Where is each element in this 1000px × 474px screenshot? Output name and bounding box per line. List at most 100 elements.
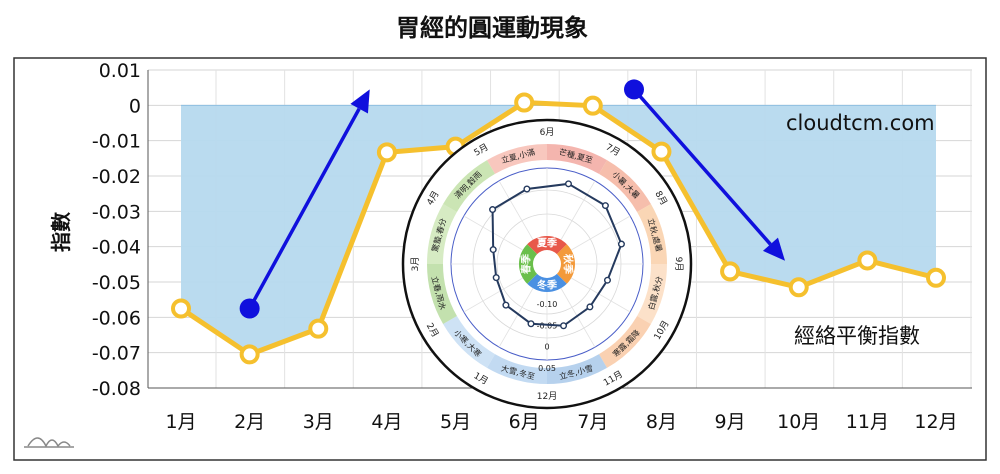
- polar-data-point: [560, 322, 568, 330]
- x-tick-label: 10月: [777, 411, 820, 433]
- solar-term-segment: [487, 144, 547, 174]
- polar-spoke: [498, 288, 534, 348]
- x-tick-label: 12月: [914, 411, 957, 433]
- data-point: [857, 250, 878, 271]
- polar-data-point: [586, 303, 594, 311]
- solar-term-segment: [487, 354, 547, 384]
- solar-term-segment: [599, 316, 651, 368]
- y-tick-label: -0.05: [92, 272, 141, 294]
- logo-icon: [24, 437, 74, 448]
- polar-data-point: [564, 180, 572, 188]
- season-segment: [527, 273, 567, 292]
- polar-inset: 芒種,夏至小暑,大暑立秋,處暑白露,秋分寒露,霜降立冬,小雪大雪,冬至小寒,大寒…: [401, 118, 693, 410]
- polar-data-point: [492, 274, 500, 282]
- polar-spoke: [571, 277, 631, 313]
- solar-term-segment: [637, 204, 667, 264]
- arrow-shaft: [632, 88, 772, 246]
- solar-term-segment: [599, 160, 651, 212]
- y-tick-label: -0.08: [92, 378, 141, 400]
- y-axis-label: 指數: [49, 212, 73, 252]
- radial-tick-label: -0.10: [537, 300, 558, 309]
- season-segment: [519, 244, 538, 284]
- solar-term-segment: [547, 354, 607, 384]
- arrow-head: [350, 89, 370, 114]
- y-tick-label: 0.01: [99, 60, 141, 82]
- polar-spoke: [498, 180, 534, 240]
- season-label: 春季: [520, 253, 533, 274]
- data-point: [171, 298, 191, 319]
- solar-term-segment: [427, 204, 457, 264]
- polar-spoke: [560, 288, 596, 348]
- x-tick-label: 9月: [715, 411, 746, 433]
- y-tick-label: -0.01: [92, 131, 141, 153]
- x-axis: 1月 2月 3月 4月 5月 6月 7月 8月 9月 10月 11月 12月: [165, 411, 957, 433]
- season-label: 夏季: [536, 237, 558, 250]
- solar-term-segment: [637, 264, 667, 324]
- data-point: [926, 267, 946, 288]
- x-tick-label: 5月: [440, 411, 471, 433]
- polar-data-point: [527, 320, 535, 328]
- polar-spoke: [560, 180, 596, 240]
- x-tick-label: 11月: [846, 411, 889, 433]
- polar-data-point: [502, 301, 510, 309]
- arrow-start-dot: [239, 298, 260, 319]
- series-polyline: [179, 100, 937, 357]
- x-tick-label: 8月: [646, 411, 677, 433]
- area-path: [181, 102, 936, 355]
- data-point: [651, 141, 672, 162]
- month-label: 9月: [673, 257, 684, 272]
- x-tick-label: 7月: [577, 411, 608, 433]
- data-point: [720, 261, 741, 282]
- month-label: 6月: [540, 127, 555, 138]
- watermark-text: cloudtcm.com: [786, 111, 935, 135]
- polar-data-point: [489, 246, 497, 254]
- x-tick-label: 4月: [371, 411, 402, 433]
- arrow-shaft: [248, 107, 361, 310]
- x-tick-label: 3月: [303, 411, 334, 433]
- season-label: 秋季: [562, 254, 575, 275]
- data-point: [376, 142, 397, 163]
- polar-spoke: [463, 277, 523, 313]
- month-label: 3月: [410, 257, 421, 272]
- radial-tick-label: 0.05: [538, 364, 556, 373]
- y-tick-label: -0.03: [92, 201, 141, 223]
- season-segment: [527, 235, 567, 255]
- polar-spoke: [571, 215, 631, 251]
- polar-data-point: [523, 185, 531, 193]
- trend-arrows: [239, 79, 785, 319]
- arrow-start-dot: [624, 79, 644, 100]
- y-tick-label: -0.07: [92, 343, 141, 365]
- x-tick-label: 6月: [509, 411, 540, 433]
- polar-data-point: [603, 276, 611, 284]
- arrow-head: [762, 237, 785, 261]
- data-point: [788, 277, 809, 298]
- y-tick-label: -0.06: [92, 307, 141, 329]
- radial-tick-label: -0.05: [537, 321, 558, 330]
- y-axis: 0.01 0 -0.01 -0.02 -0.03 -0.04 -0.05 -0.06 -0.07…: [92, 60, 141, 400]
- data-point: [582, 95, 603, 116]
- polar-data-point: [617, 240, 625, 248]
- inset-outer-circle: [401, 118, 693, 410]
- polar-data-point: [601, 202, 609, 210]
- solar-term-segment: [547, 144, 607, 174]
- data-point: [239, 344, 260, 365]
- y-tick-label: 0: [129, 95, 141, 117]
- polar-data-point: [489, 206, 497, 214]
- data-point: [308, 318, 329, 339]
- y-tick-label: -0.04: [92, 237, 141, 259]
- series-label: 經絡平衡指數: [794, 324, 920, 348]
- month-label: 12月: [537, 391, 557, 402]
- solar-term-segment: [427, 264, 457, 324]
- y-tick-label: -0.02: [92, 166, 141, 188]
- season-segment: [556, 244, 576, 284]
- radial-tick-label: 0: [544, 343, 549, 352]
- chart-frame: [13, 57, 987, 461]
- season-label: 冬季: [537, 279, 558, 292]
- solar-term-segment: [443, 160, 495, 212]
- data-point: [514, 92, 535, 113]
- series-line: [171, 92, 946, 365]
- solar-term-segment: [443, 316, 495, 368]
- x-tick-label: 1月: [165, 411, 196, 433]
- x-tick-label: 2月: [234, 411, 265, 433]
